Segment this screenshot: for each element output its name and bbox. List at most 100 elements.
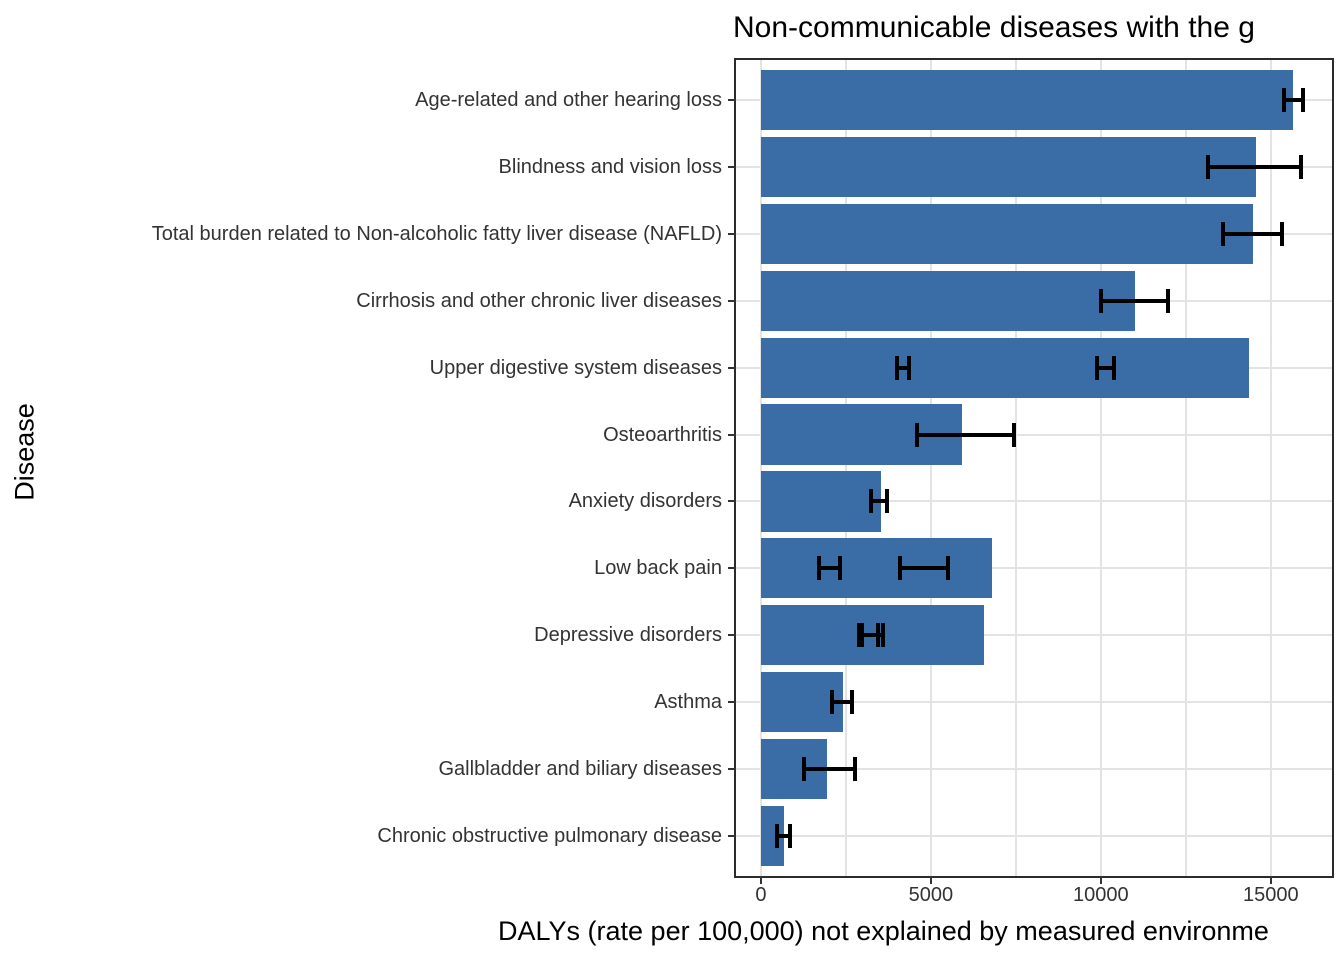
error-bar-cap <box>1166 288 1171 313</box>
y-tick-label: Gallbladder and biliary diseases <box>438 757 723 780</box>
error-bar-cap <box>881 623 885 648</box>
y-tick <box>728 834 736 837</box>
gridline-minor-v <box>845 60 847 876</box>
error-bar-cap <box>1098 288 1103 313</box>
error-bar-cap <box>838 556 843 581</box>
y-axis-title: Disease <box>9 403 40 501</box>
error-bar-whisker <box>1100 298 1169 303</box>
y-tick-label: Cirrhosis and other chronic liver diseas… <box>356 289 722 312</box>
error-bar-whisker <box>818 566 841 571</box>
gridline-major-h <box>736 701 1332 704</box>
error-bar-cap <box>1205 155 1210 180</box>
bar <box>760 203 1253 264</box>
error-bar-cap <box>774 823 779 848</box>
error-bar-cap <box>1281 88 1286 113</box>
error-bar-cap <box>1095 355 1100 380</box>
y-tick-label: Chronic obstructive pulmonary disease <box>377 824 722 847</box>
error-bar-cap <box>1299 155 1304 180</box>
bar <box>760 70 1293 131</box>
y-tick <box>728 166 736 169</box>
error-bar-whisker <box>900 566 948 571</box>
y-tick <box>728 299 736 302</box>
y-tick-label: Low back pain <box>594 557 722 580</box>
error-bar-whisker <box>871 499 887 504</box>
error-bar-whisker <box>917 432 1015 437</box>
y-tick <box>728 433 736 436</box>
y-tick <box>728 567 736 570</box>
x-tick-label: 0 <box>755 884 767 906</box>
error-bar-whisker <box>1222 231 1283 236</box>
gridline-major-h <box>736 500 1332 503</box>
gridline-major-v <box>1099 60 1102 876</box>
y-tick <box>728 634 736 637</box>
x-tick-label: 15000 <box>1243 884 1299 906</box>
y-tick-label: Blindness and vision loss <box>498 156 722 179</box>
y-tick-label: Anxiety disorders <box>568 490 722 513</box>
chart-title: Non-communicable diseases with the g <box>733 11 1255 44</box>
error-bar-cap <box>859 623 864 648</box>
error-bar-cap <box>1300 88 1305 113</box>
error-bar-cap <box>1280 221 1285 246</box>
y-tick <box>728 366 736 369</box>
error-bar-cap <box>894 355 899 380</box>
error-bar-cap <box>915 422 920 447</box>
error-bar-whisker <box>776 833 791 838</box>
x-tick-label: 10000 <box>1073 884 1129 906</box>
error-bar-whisker <box>896 365 909 370</box>
error-bar-whisker <box>1097 365 1115 370</box>
error-bar-whisker <box>804 766 855 771</box>
gridline-major-h <box>736 567 1332 570</box>
error-bar-cap <box>945 556 950 581</box>
bar <box>760 538 993 599</box>
x-tick <box>1269 876 1272 884</box>
gridline-major-v <box>1269 60 1272 876</box>
error-bar-cap <box>857 623 862 648</box>
plot-panel <box>734 58 1334 878</box>
error-bar-cap <box>788 823 793 848</box>
error-bar-cap <box>1012 422 1017 447</box>
gridline-major-v <box>759 60 762 876</box>
gridline-major-v <box>929 60 932 876</box>
x-tick <box>929 876 932 884</box>
y-tick <box>728 701 736 704</box>
bar <box>760 471 882 532</box>
error-bar-whisker <box>1207 165 1302 170</box>
x-tick <box>759 876 762 884</box>
gridline-major-h <box>736 634 1332 637</box>
y-tick <box>728 500 736 503</box>
x-tick-label: 5000 <box>908 884 954 906</box>
gridline-minor-v <box>1185 60 1187 876</box>
error-bar-cap <box>884 489 889 514</box>
y-tick-label: Age-related and other hearing loss <box>415 89 722 112</box>
error-bar-cap <box>1220 221 1225 246</box>
error-bar-cap <box>869 489 874 514</box>
gridline-minor-v <box>1015 60 1017 876</box>
bar <box>760 805 785 866</box>
y-tick <box>728 232 736 235</box>
y-tick-label: Depressive disorders <box>534 624 722 647</box>
y-tick <box>728 767 736 770</box>
error-bar-whisker <box>832 700 853 705</box>
y-tick-label: Osteoarthritis <box>603 423 722 446</box>
error-bar-whisker <box>861 633 883 638</box>
bar <box>760 672 843 733</box>
x-tick <box>1099 876 1102 884</box>
gridline-major-h <box>736 433 1332 436</box>
x-axis-title: DALYs (rate per 100,000) not explained b… <box>498 916 1269 946</box>
y-tick <box>728 99 736 102</box>
gridline-major-h <box>736 767 1332 770</box>
y-tick-label: Asthma <box>654 691 722 714</box>
gridline-major-h <box>736 834 1332 837</box>
error-bar-cap <box>1112 355 1117 380</box>
error-bar-cap <box>852 756 857 781</box>
error-bar-cap <box>830 690 835 715</box>
bar <box>760 270 1135 331</box>
error-bar-cap <box>906 355 911 380</box>
error-bar-cap <box>816 556 821 581</box>
bar <box>760 337 1250 398</box>
error-bar-cap <box>802 756 807 781</box>
error-bar-whisker <box>1283 98 1303 103</box>
y-tick-label: Upper digestive system diseases <box>429 356 722 379</box>
error-bar-cap <box>850 690 855 715</box>
